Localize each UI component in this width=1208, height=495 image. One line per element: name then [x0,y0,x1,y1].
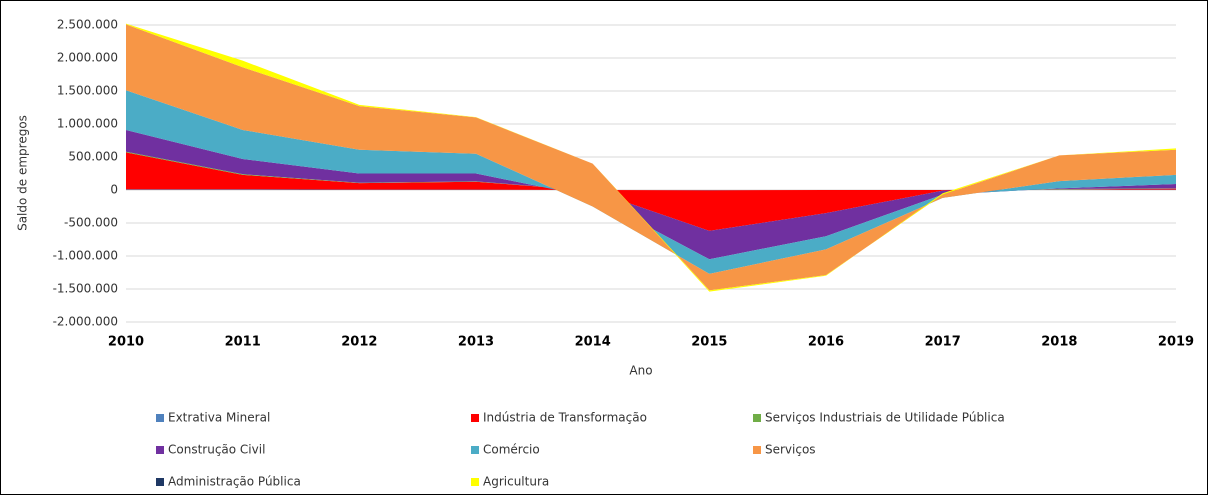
legend-swatch [471,446,479,454]
x-tick-label: 2011 [225,335,261,350]
x-axis-title: Ano [629,364,652,378]
legend-swatch [753,414,761,422]
legend-label: Comércio [483,443,540,457]
y-tick-label: -1.000.000 [53,249,118,263]
legend-label: Administração Pública [168,475,301,489]
legend-label: Serviços [765,443,816,457]
legend-label: Indústria de Transformação [483,411,647,425]
y-tick-label: 1.000.000 [57,117,118,131]
legend-swatch [156,414,164,422]
legend-swatch [156,446,164,454]
y-tick-label: 2.500.000 [57,18,118,32]
x-tick-label: 2014 [575,335,611,350]
legend-swatch [753,446,761,454]
area [126,24,1176,291]
y-axis-title: Saldo de empregos [16,115,30,231]
x-tick-label: 2018 [1041,335,1077,350]
x-tick-label: 2013 [458,335,494,350]
x-tick-label: 2015 [691,335,727,350]
legend-label: Agricultura [483,475,549,489]
y-tick-label: 0 [110,183,118,197]
legend-swatch [471,414,479,422]
legend-swatch [156,478,164,486]
y-tick-label: -1.500.000 [53,282,118,296]
y-tick-label: -2.000.000 [53,315,118,329]
legend-label: Construção Civil [168,443,265,457]
legend-label: Serviços Industriais de Utilidade Públic… [765,411,1005,425]
x-tick-label: 2012 [341,335,377,350]
legend-label: Extrativa Mineral [168,411,270,425]
y-tick-label: -500.000 [64,216,118,230]
area [126,189,1176,191]
x-tick-label: 2019 [1158,335,1194,350]
x-tick-label: 2016 [808,335,844,350]
x-tick-label: 2017 [925,335,961,350]
legend-swatch [471,478,479,486]
area [126,152,1176,231]
x-tick-label: 2010 [108,335,144,350]
y-tick-label: 1.500.000 [57,84,118,98]
y-tick-label: 500.000 [68,150,118,164]
y-tick-label: 2.000.000 [57,51,118,65]
